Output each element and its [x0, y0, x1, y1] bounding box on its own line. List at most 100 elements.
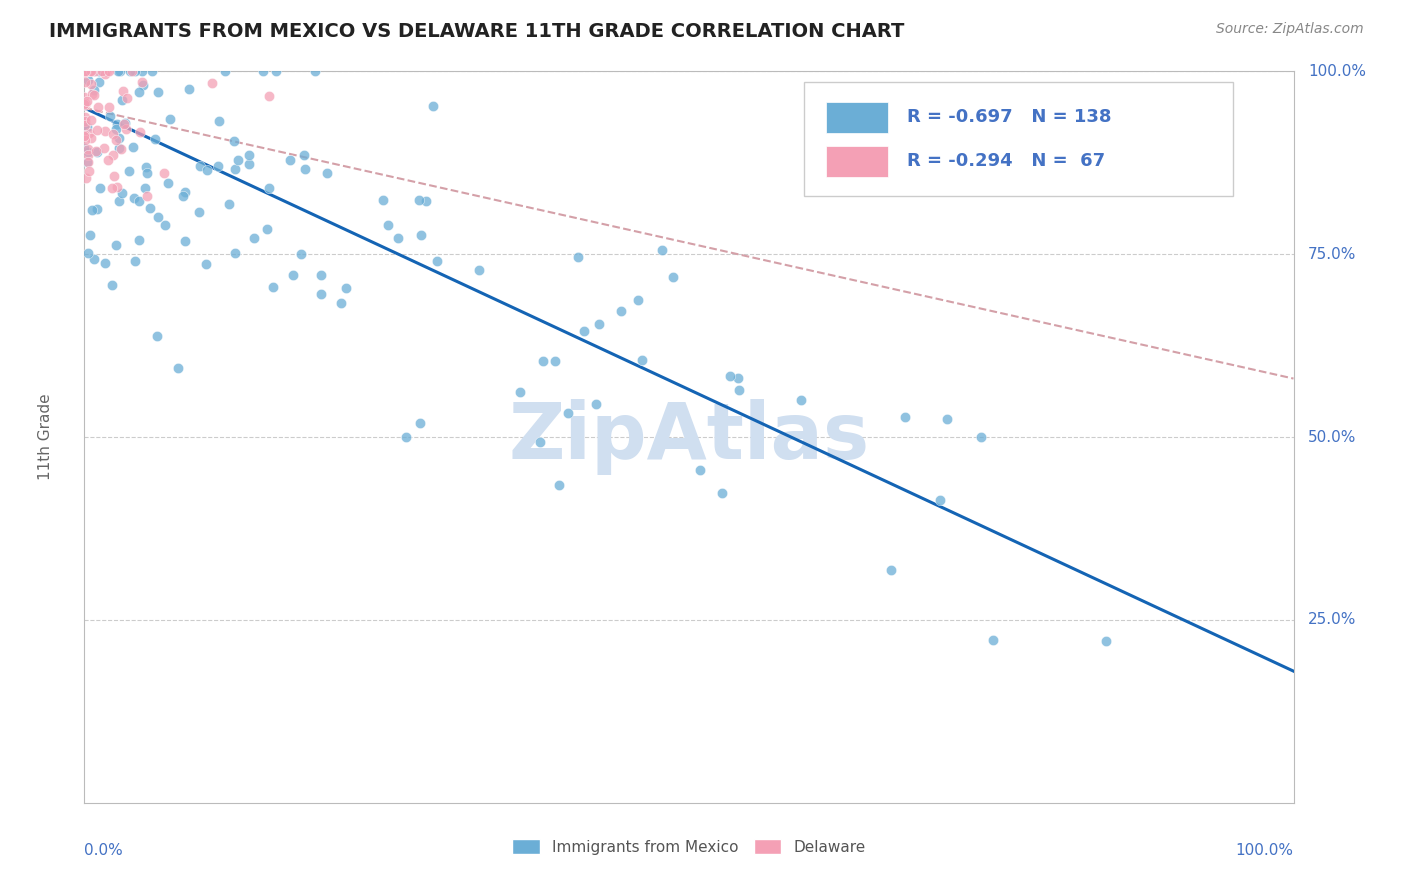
Point [329, 296, 352, 310]
Point [76, 155, 98, 169]
Point [139, 201, 162, 215]
Point [110, 64, 132, 78]
Point [981, 633, 1004, 648]
Point [371, 193, 394, 207]
Point [136, 189, 159, 203]
Point [100, 109, 122, 123]
Point [146, 211, 169, 225]
Point [73, 64, 96, 78]
Point [124, 64, 146, 78]
Point [73, 64, 96, 78]
Point [93, 256, 115, 270]
Point [114, 115, 136, 129]
Point [82, 64, 104, 78]
Point [188, 160, 211, 174]
Point [243, 230, 266, 244]
Point [281, 268, 304, 282]
Point [224, 162, 246, 177]
Point [292, 147, 315, 161]
Point [100, 277, 122, 292]
Point [710, 486, 733, 500]
Point [929, 492, 952, 507]
Legend: Immigrants from Mexico, Delaware: Immigrants from Mexico, Delaware [506, 833, 872, 861]
Point [141, 64, 163, 78]
Point [128, 233, 150, 247]
Point [627, 293, 650, 307]
Point [145, 328, 167, 343]
Text: R = -0.294   N =  67: R = -0.294 N = 67 [907, 153, 1105, 170]
Point [409, 227, 432, 242]
Point [87, 64, 110, 78]
Point [73, 89, 96, 103]
Point [610, 304, 633, 318]
Point [73, 129, 96, 144]
Point [73, 118, 96, 132]
Point [73, 64, 96, 78]
Point [408, 416, 430, 430]
Point [77, 148, 100, 162]
Point [75, 64, 97, 78]
Point [83, 252, 105, 266]
Point [264, 64, 287, 78]
Point [73, 141, 96, 155]
Point [727, 370, 749, 384]
Point [104, 132, 127, 146]
Point [93, 141, 115, 155]
Text: 25.0%: 25.0% [1308, 613, 1357, 627]
Point [112, 117, 135, 131]
Text: IMMIGRANTS FROM MEXICO VS DELAWARE 11TH GRADE CORRELATION CHART: IMMIGRANTS FROM MEXICO VS DELAWARE 11TH … [49, 22, 904, 41]
Point [195, 257, 218, 271]
Point [114, 122, 136, 136]
Point [83, 83, 105, 97]
Point [118, 164, 141, 178]
Text: 100.0%: 100.0% [1236, 843, 1294, 858]
Point [167, 361, 190, 376]
Point [77, 245, 100, 260]
Point [77, 163, 100, 178]
Point [94, 64, 117, 78]
Point [110, 142, 132, 156]
Point [214, 64, 236, 78]
Point [80, 113, 103, 128]
Point [80, 87, 103, 101]
Point [238, 157, 260, 171]
Point [86, 145, 108, 159]
Point [159, 112, 181, 127]
Point [108, 141, 131, 155]
Point [80, 131, 103, 145]
Text: R = -0.697   N = 138: R = -0.697 N = 138 [907, 109, 1111, 127]
Point [80, 77, 103, 91]
Point [662, 269, 685, 284]
Point [111, 93, 134, 107]
Point [77, 145, 100, 160]
Point [309, 286, 332, 301]
Point [75, 95, 97, 110]
Point [508, 384, 530, 399]
Point [120, 64, 142, 78]
Point [83, 64, 105, 78]
Point [75, 64, 97, 78]
Point [73, 64, 96, 78]
Point [103, 169, 125, 183]
Point [128, 194, 150, 209]
Text: 100.0%: 100.0% [1308, 64, 1367, 78]
Point [80, 64, 103, 78]
Point [294, 161, 316, 176]
Point [880, 563, 903, 577]
Point [76, 154, 98, 169]
Point [208, 114, 231, 128]
Point [89, 64, 111, 78]
Point [97, 153, 120, 167]
Point [108, 194, 131, 208]
FancyBboxPatch shape [804, 82, 1233, 195]
Point [86, 122, 108, 136]
Point [122, 190, 145, 204]
Point [111, 186, 134, 200]
Point [105, 121, 128, 136]
Point [128, 85, 150, 99]
Point [84, 144, 107, 158]
Point [96, 64, 118, 78]
Point [153, 218, 176, 232]
Point [134, 181, 156, 195]
Point [226, 153, 249, 167]
